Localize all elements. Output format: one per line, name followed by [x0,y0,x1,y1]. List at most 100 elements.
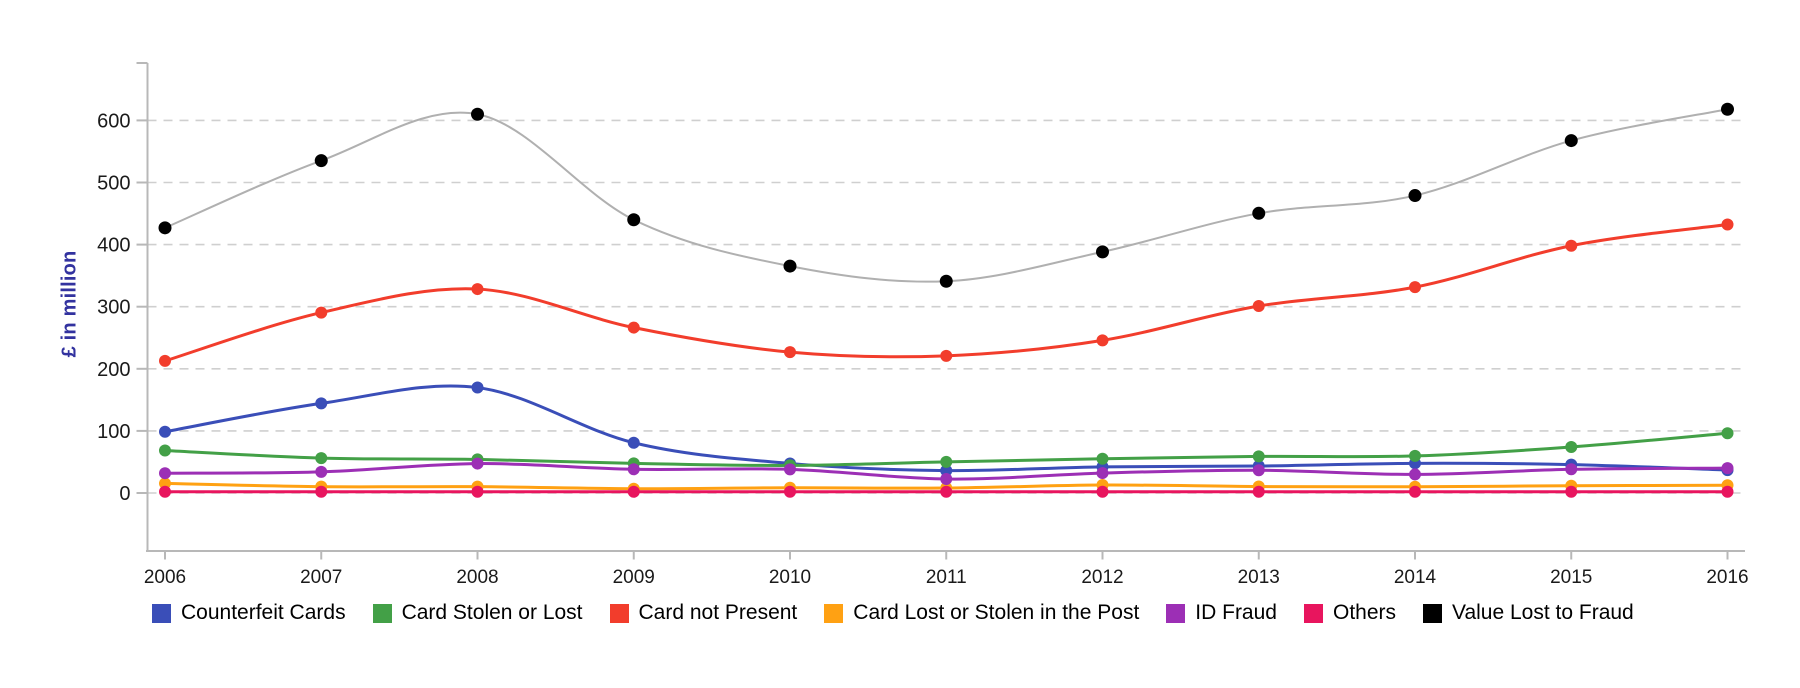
data-point-others-2009 [627,485,640,498]
data-point-value-lost-to-fraud-2007 [314,154,328,168]
legend-label: ID Fraud [1195,601,1277,624]
y-axis-title: £ in million [58,250,81,358]
x-tick-label-2010: 2010 [769,567,811,588]
data-point-card-stolen-or-lost-2013 [1252,450,1265,463]
data-point-value-lost-to-fraud-2013 [1252,206,1266,220]
chart-legend: Counterfeit Cards Card Stolen or Lost Card… [152,601,1634,625]
data-point-counterfeit-cards-2008 [471,381,484,394]
data-point-id-fraud-2015 [1565,463,1578,476]
legend-label: Value Lost to Fraud [1452,601,1634,624]
legend-item-card-stolen-or-lost[interactable]: Card Stolen or Lost [372,601,583,625]
data-point-value-lost-to-fraud-2016 [1721,102,1734,116]
x-tick-label-2014: 2014 [1394,567,1437,588]
series-line-value-lost-to-fraud [164,108,1729,283]
data-point-others-2006 [159,485,171,498]
legend-label: Counterfeit Cards [181,601,346,624]
x-tick-label-2008: 2008 [456,567,498,588]
data-point-id-fraud-2009 [627,463,640,476]
legend-label: Card not Present [638,601,798,624]
data-point-others-2013 [1252,485,1265,498]
data-point-card-not-present-2010 [784,346,796,359]
legend-label: Card Stolen or Lost [401,601,583,624]
legend-swatch-id-fraud [1166,603,1186,623]
data-point-others-2011 [940,485,953,498]
data-point-id-fraud-2010 [784,463,796,476]
data-point-card-stolen-or-lost-2014 [1409,449,1421,462]
x-tick-label-2016: 2016 [1706,567,1748,588]
data-point-card-lost-or-stolen-in-the-post-2006 [159,477,171,490]
y-tick-label-400: 400 [97,235,130,257]
x-tick-label-2009: 2009 [613,567,655,588]
x-tick-label-2015: 2015 [1550,567,1592,588]
x-tick-label-2011: 2011 [926,567,967,588]
legend-item-card-not-present[interactable]: Card not Present [609,601,798,625]
data-point-card-not-present-2016 [1721,218,1734,231]
x-tick-label-2013: 2013 [1238,567,1280,588]
data-point-card-stolen-or-lost-2006 [159,444,171,457]
data-point-card-not-present-2007 [315,306,328,319]
legend-swatch-value-lost-to-fraud [1423,603,1443,623]
data-point-value-lost-to-fraud-2009 [627,213,641,227]
legend-label: Others [1332,601,1397,624]
data-point-value-lost-to-fraud-2008 [471,107,484,121]
legend-swatch-card-lost-or-stolen-in-the-post [824,603,844,623]
legend-swatch-others [1303,603,1323,623]
data-point-card-stolen-or-lost-2016 [1721,427,1734,440]
y-tick-label-600: 600 [97,110,130,132]
y-tick-label-300: 300 [97,297,130,319]
data-point-id-fraud-2008 [471,457,484,470]
data-point-value-lost-to-fraud-2015 [1564,134,1578,148]
data-point-id-fraud-2014 [1409,468,1421,481]
data-point-card-stolen-or-lost-2007 [315,452,328,465]
data-point-card-stolen-or-lost-2015 [1565,440,1578,453]
data-point-counterfeit-cards-2011 [940,464,953,477]
data-point-card-not-present-2009 [627,321,640,334]
legend-item-value-lost-to-fraud[interactable]: Value Lost to Fraud [1423,601,1634,625]
data-point-value-lost-to-fraud-2012 [1096,245,1109,259]
data-point-id-fraud-2013 [1252,464,1265,477]
data-point-id-fraud-2012 [1096,467,1109,480]
data-point-card-not-present-2008 [471,283,484,296]
data-point-others-2012 [1096,485,1109,498]
data-point-id-fraud-2007 [315,465,328,478]
data-point-others-2015 [1565,485,1578,498]
data-point-others-2014 [1409,485,1421,498]
data-point-others-2016 [1721,485,1734,498]
data-point-card-stolen-or-lost-2011 [940,455,953,468]
y-tick-label-200: 200 [97,359,130,381]
y-tick-label-0: 0 [119,483,130,505]
x-tick-label-2006: 2006 [144,567,186,588]
legend-item-card-lost-or-stolen-in-the-post[interactable]: Card Lost or Stolen in the Post [824,601,1139,625]
data-point-id-fraud-2006 [159,467,171,480]
data-point-card-not-present-2015 [1565,239,1578,252]
legend-item-id-fraud[interactable]: ID Fraud [1166,601,1277,625]
data-point-id-fraud-2016 [1721,462,1734,475]
legend-label: Card Lost or Stolen in the Post [853,601,1140,624]
data-point-value-lost-to-fraud-2011 [939,274,953,288]
data-point-counterfeit-cards-2007 [315,397,328,410]
data-point-others-2010 [784,485,796,498]
data-point-value-lost-to-fraud-2006 [158,221,172,235]
data-point-counterfeit-cards-2009 [627,436,640,449]
data-point-card-not-present-2013 [1252,300,1265,313]
legend-item-counterfeit-cards[interactable]: Counterfeit Cards [152,601,346,625]
legend-swatch-card-stolen-or-lost [372,603,392,623]
data-point-card-not-present-2014 [1409,281,1421,294]
data-point-value-lost-to-fraud-2014 [1408,189,1422,203]
x-tick-label-2012: 2012 [1081,567,1123,588]
legend-swatch-counterfeit-cards [152,603,171,623]
data-point-card-stolen-or-lost-2012 [1096,452,1109,465]
data-point-value-lost-to-fraud-2010 [783,259,797,273]
data-point-card-not-present-2006 [159,354,171,367]
legend-item-others[interactable]: Others [1303,601,1397,625]
data-point-card-not-present-2011 [940,349,953,362]
data-point-others-2007 [315,485,328,498]
data-point-card-not-present-2012 [1096,334,1109,347]
data-point-counterfeit-cards-2006 [159,425,171,438]
y-tick-label-100: 100 [97,421,130,443]
x-tick-label-2007: 2007 [300,567,342,588]
data-point-others-2008 [471,485,484,498]
legend-swatch-card-not-present [609,603,629,623]
